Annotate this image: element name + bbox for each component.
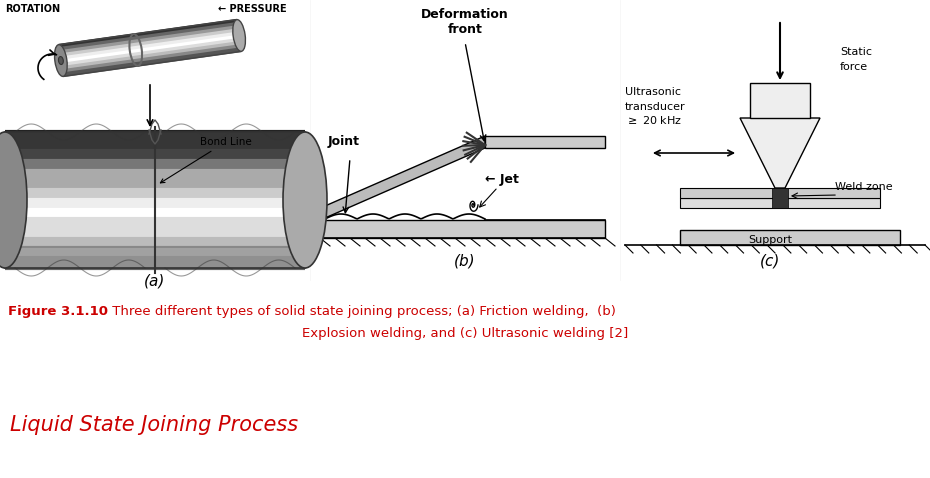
Bar [680,188,880,198]
Text: Figure 3.1.10: Figure 3.1.10 [8,305,108,318]
Bar [772,188,788,208]
Bar [155,248,305,268]
Ellipse shape [232,20,246,51]
Text: Liquid State Joining Process: Liquid State Joining Process [10,415,299,435]
Polygon shape [325,136,485,218]
Bar [750,83,810,118]
Bar [680,230,900,245]
Bar [5,132,155,149]
Text: ROTATION: ROTATION [5,4,60,14]
Ellipse shape [55,44,67,76]
Bar [485,136,605,148]
Bar [155,132,305,268]
Text: Bond Line: Bond Line [160,137,252,183]
Text: Support: Support [748,235,792,245]
Text: (c): (c) [760,253,780,268]
Text: (b): (b) [454,253,476,268]
Text: (a): (a) [144,273,166,288]
Text: Explosion welding, and (c) Ultrasonic welding [2]: Explosion welding, and (c) Ultrasonic we… [302,327,628,340]
Text: Joint: Joint [328,135,360,148]
Text: Weld zone: Weld zone [835,182,893,192]
Bar [155,132,305,149]
Text: Three different types of solid state joining process; (a) Friction welding,  (b): Three different types of solid state joi… [108,305,616,318]
Polygon shape [740,118,820,188]
Ellipse shape [59,56,63,65]
Ellipse shape [0,132,27,268]
Text: Ultrasonic: Ultrasonic [625,87,681,97]
Text: ← PRESSURE: ← PRESSURE [218,4,286,14]
Bar [5,248,155,268]
Text: Deformation: Deformation [421,8,509,21]
Text: front: front [447,23,483,36]
Bar [320,220,605,238]
Text: Static: Static [840,47,872,57]
Bar [5,132,155,268]
Text: force: force [840,62,868,72]
Text: transducer: transducer [625,102,685,112]
Bar [680,198,880,208]
Ellipse shape [283,132,327,268]
Text: $\geq$ 20 kHz: $\geq$ 20 kHz [625,114,682,126]
Bar [59,20,242,76]
Text: ← Jet: ← Jet [485,173,519,186]
